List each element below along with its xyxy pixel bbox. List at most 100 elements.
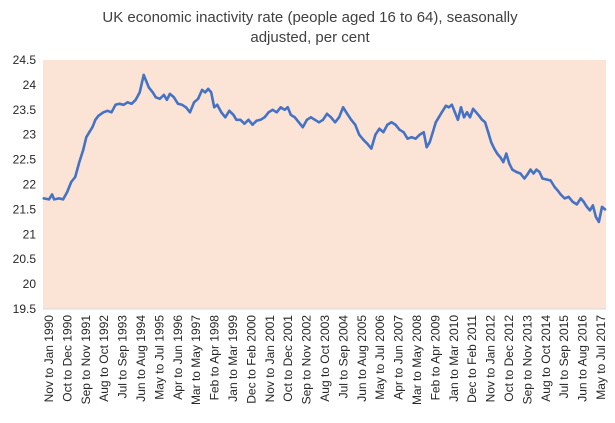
data-point xyxy=(523,177,526,180)
data-point xyxy=(511,168,514,171)
y-tick-label: 21 xyxy=(23,227,37,241)
data-point xyxy=(168,92,172,96)
y-tick-label: 23 xyxy=(23,128,37,142)
x-tick-label: Sep to Nov 1991 xyxy=(79,315,93,405)
data-point xyxy=(571,200,574,204)
data-point xyxy=(519,172,522,175)
data-point xyxy=(471,107,475,111)
data-point xyxy=(142,73,145,77)
x-tick-label: Dec to Feb 2011 xyxy=(465,315,479,403)
data-point xyxy=(428,141,431,144)
data-point xyxy=(151,91,154,94)
y-tick-label: 22 xyxy=(23,178,37,192)
data-point xyxy=(370,147,373,150)
data-point xyxy=(453,111,457,114)
data-point xyxy=(172,96,176,99)
data-point xyxy=(406,137,409,140)
data-point xyxy=(378,127,381,130)
data-point xyxy=(154,96,157,99)
data-point xyxy=(232,113,235,117)
data-point xyxy=(305,118,309,122)
data-point xyxy=(487,131,490,134)
data-point xyxy=(263,116,266,119)
data-point xyxy=(247,118,250,122)
x-tick-label: Jan to Mar 2010 xyxy=(447,315,461,402)
data-point xyxy=(450,103,454,107)
data-point xyxy=(549,179,552,182)
data-point xyxy=(130,102,133,106)
data-point xyxy=(553,185,556,189)
data-point xyxy=(529,168,532,171)
data-point xyxy=(480,118,484,122)
y-tick-label: 20 xyxy=(23,277,37,291)
x-tick-label: Aug to Oct 2003 xyxy=(318,315,332,402)
data-point xyxy=(321,118,325,122)
data-point xyxy=(456,118,460,122)
data-point xyxy=(122,103,125,107)
data-point xyxy=(526,173,529,176)
data-point xyxy=(490,141,493,144)
data-point xyxy=(313,118,317,122)
x-tick-label: May to Jul 1995 xyxy=(152,315,166,400)
data-point xyxy=(271,108,274,112)
y-axis: 19.5 20 20.5 21 21.5 22 22.5 23 23.5 24 24.5 xyxy=(13,53,37,316)
data-point xyxy=(239,118,242,122)
data-point xyxy=(259,118,262,122)
y-tick-label: 21.5 xyxy=(13,202,37,216)
data-point xyxy=(94,118,97,122)
data-point xyxy=(508,162,511,165)
data-point xyxy=(57,197,61,200)
y-tick-label: 23.5 xyxy=(13,103,37,117)
data-point xyxy=(138,91,141,94)
data-point xyxy=(325,112,329,116)
x-tick-label: Nov to Jan 2001 xyxy=(263,315,277,403)
data-point xyxy=(50,193,54,196)
x-tick-label: Oct to Dec 1990 xyxy=(60,315,74,402)
data-point xyxy=(582,200,585,204)
data-point xyxy=(165,98,169,102)
data-point xyxy=(106,109,109,113)
data-point xyxy=(532,172,535,175)
data-point xyxy=(61,198,65,201)
data-point xyxy=(102,111,105,114)
x-tick-label: Mar to May 2008 xyxy=(410,315,424,405)
data-point xyxy=(158,97,161,101)
x-tick-label: Sep to Nov 2002 xyxy=(300,315,314,405)
data-point xyxy=(297,121,300,124)
data-point xyxy=(147,86,150,89)
data-point xyxy=(594,215,598,219)
x-tick-label: Jan to Mar 1999 xyxy=(226,315,240,402)
x-tick-label: Mar to May 1997 xyxy=(189,315,203,405)
data-point xyxy=(437,116,440,119)
data-point xyxy=(535,168,538,171)
data-point xyxy=(538,170,541,174)
data-point xyxy=(329,116,333,119)
data-point xyxy=(556,189,559,192)
data-point xyxy=(184,106,188,109)
data-point xyxy=(134,98,137,102)
x-tick-label: Jul to Sep 2015 xyxy=(557,315,571,399)
data-point xyxy=(289,113,292,117)
data-point xyxy=(422,131,425,134)
data-point xyxy=(468,116,472,119)
data-point xyxy=(505,152,508,155)
x-tick-label: Dec to Feb 2000 xyxy=(244,315,258,404)
data-point xyxy=(337,116,341,119)
data-point xyxy=(216,103,219,107)
data-point xyxy=(196,97,200,101)
data-point xyxy=(358,133,361,136)
data-point xyxy=(243,122,246,125)
data-point xyxy=(82,148,85,151)
series-points xyxy=(42,73,607,224)
data-point xyxy=(204,91,207,94)
data-point xyxy=(213,106,216,109)
y-tick-label: 20.5 xyxy=(13,252,37,266)
data-point xyxy=(210,91,213,94)
data-point xyxy=(541,177,544,180)
x-tick-label: Feb to Apr 1998 xyxy=(208,315,222,401)
x-tick-label: May to Jul 2017 xyxy=(594,315,608,400)
data-point xyxy=(283,108,286,112)
x-tick-label: Apr to Jun 1996 xyxy=(171,315,185,400)
data-point xyxy=(279,106,282,109)
data-point xyxy=(85,136,88,139)
